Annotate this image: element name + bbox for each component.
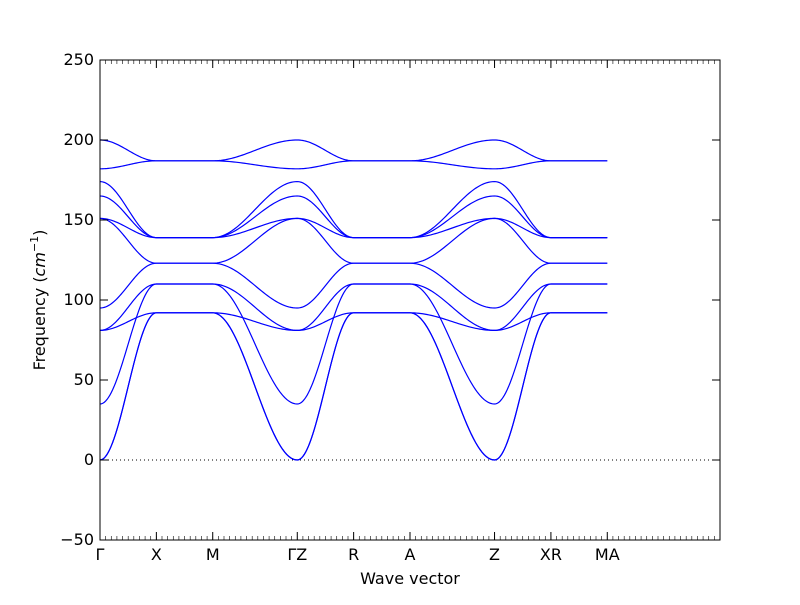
band-line-5: [99, 312, 608, 331]
y-axis-label-exponent: −1: [28, 236, 41, 252]
y-axis-label-prefix: Frequency (: [30, 276, 49, 370]
x-tick-label: Z: [489, 545, 500, 564]
x-tick-label: MA: [595, 545, 620, 564]
x-tick-label: Γ: [96, 545, 105, 564]
band-line-10: [99, 181, 608, 239]
y-tick-label: 250: [63, 50, 94, 69]
x-axis-label: Wave vector: [360, 569, 460, 588]
y-tick-label: 200: [63, 130, 94, 149]
band-line-6: [99, 262, 608, 309]
x-tick-label: X: [151, 545, 162, 564]
y-tick-label: 50: [74, 370, 94, 389]
x-tick-label: R: [348, 545, 359, 564]
x-tick-label: XR: [540, 545, 562, 564]
x-tick-label: A: [405, 545, 416, 564]
x-tick-label: M: [206, 545, 220, 564]
y-tick-label: 150: [63, 210, 94, 229]
y-axis-label-suffix: ): [30, 230, 49, 236]
band-line-12: [99, 139, 608, 162]
y-axis-label: Frequency (cm−1): [28, 230, 49, 371]
band-line-2: [99, 312, 608, 461]
band-line-1: [99, 312, 608, 461]
y-tick-label: −50: [60, 530, 94, 549]
band-line-11: [99, 160, 608, 170]
y-tick-label: 100: [63, 290, 94, 309]
band-line-3: [99, 283, 608, 405]
band-line-9: [99, 195, 608, 239]
y-axis-label-unit: cm: [30, 252, 49, 276]
band-line-4: [99, 283, 608, 331]
band-line-7: [99, 217, 608, 264]
x-tick-label: ΓZ: [287, 545, 307, 564]
y-tick-label: 0: [84, 450, 94, 469]
plot-frame: [99, 59, 721, 541]
